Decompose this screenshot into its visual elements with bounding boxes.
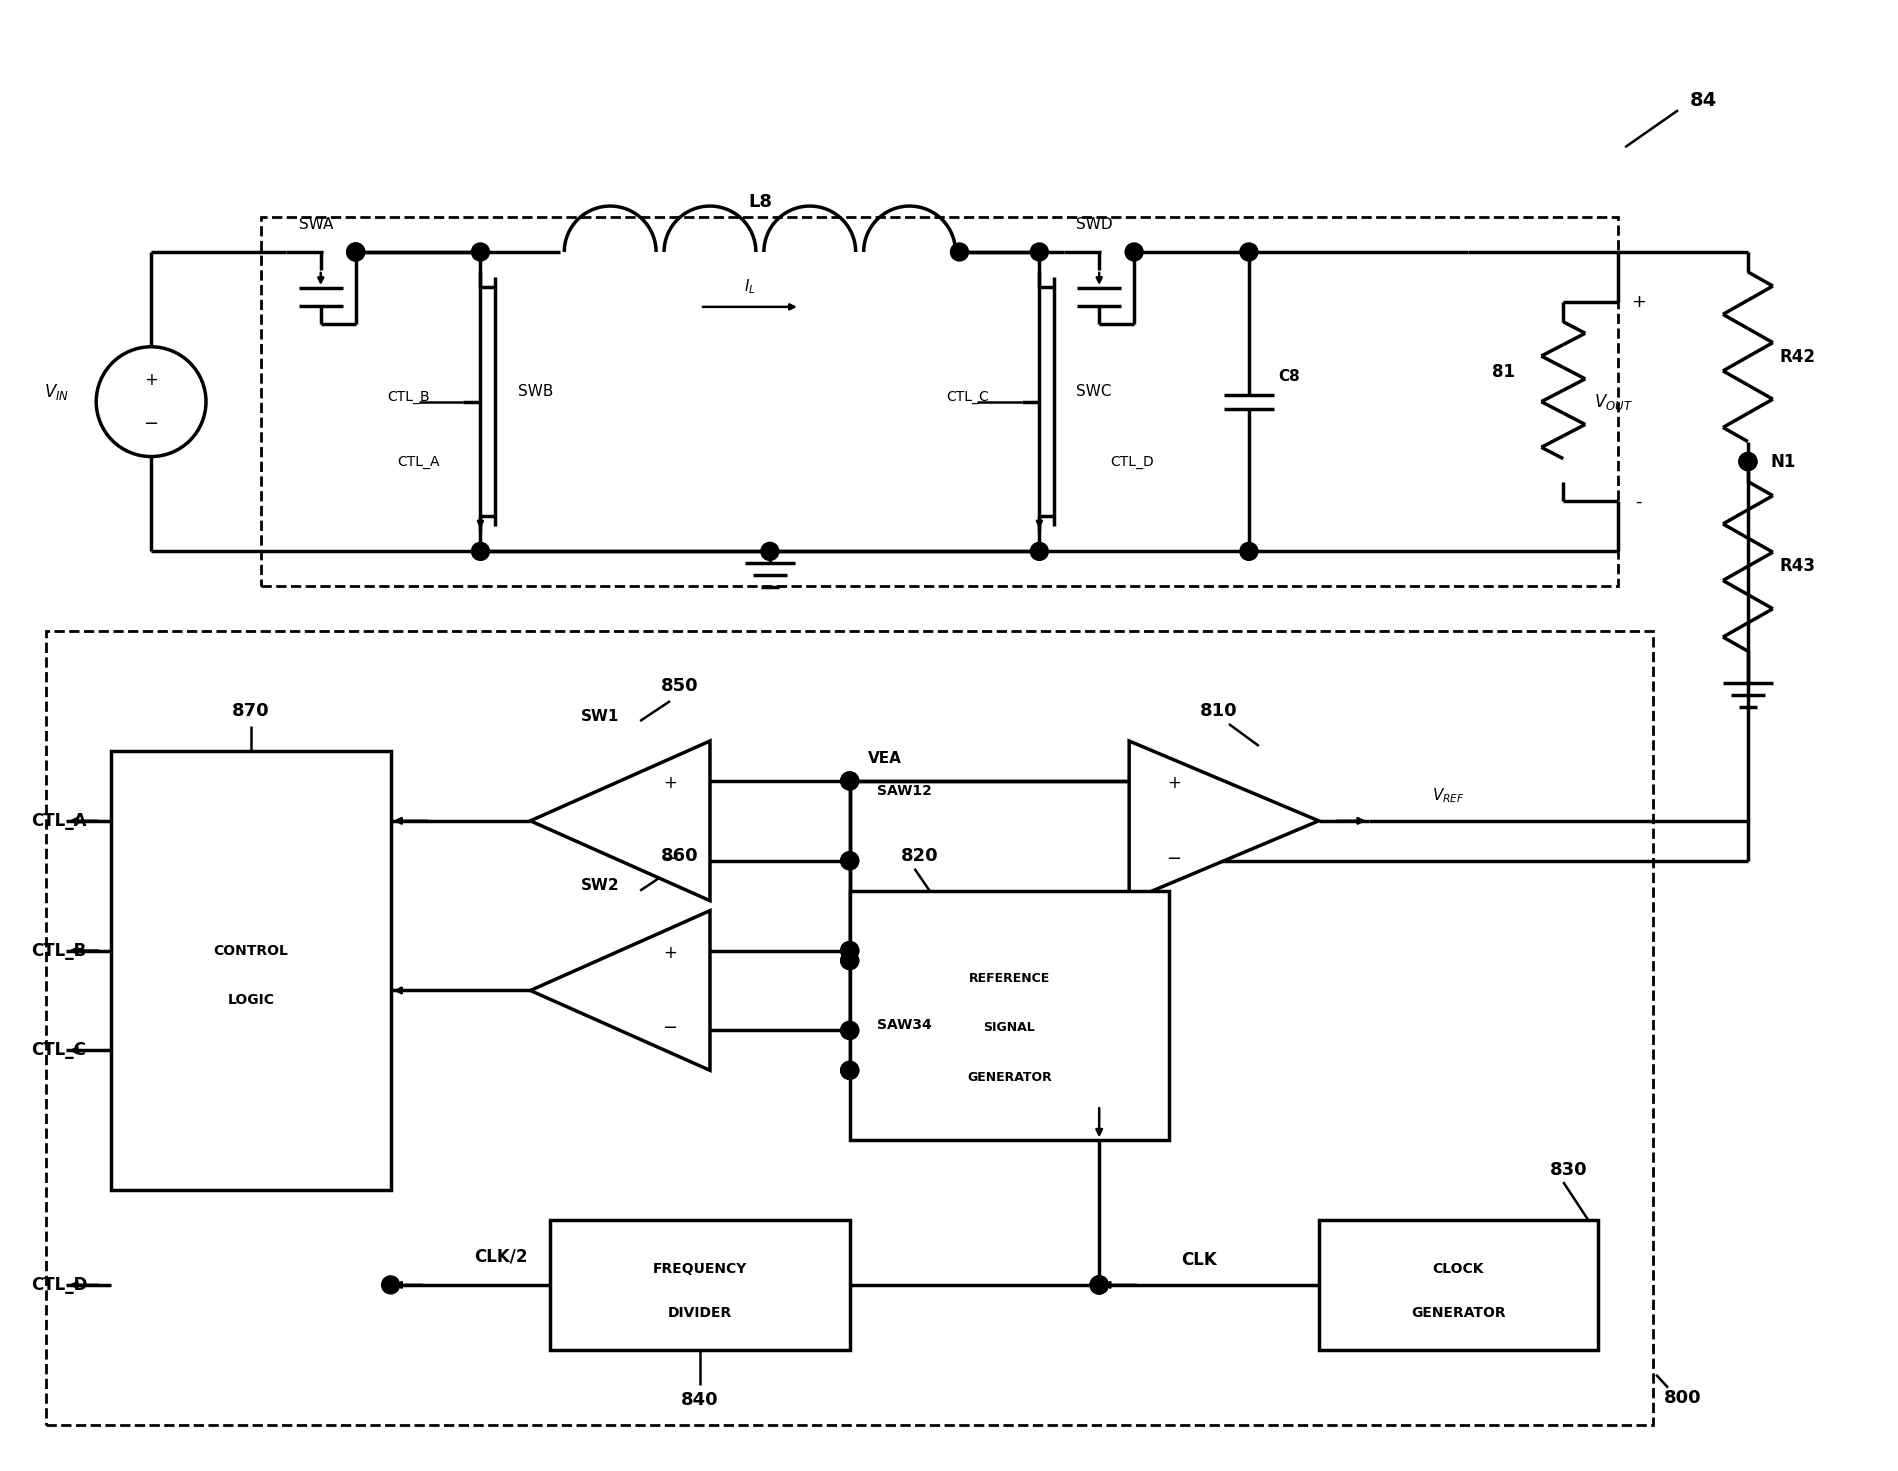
Circle shape: [471, 243, 490, 260]
Text: 830: 830: [1549, 1161, 1587, 1180]
Text: $I_L$: $I_L$: [744, 278, 755, 296]
Text: L8: L8: [748, 193, 771, 210]
Text: −: −: [144, 415, 159, 432]
Circle shape: [1031, 243, 1048, 260]
Circle shape: [841, 772, 858, 790]
Text: GENERATOR: GENERATOR: [966, 1071, 1051, 1084]
Text: CTL_A: CTL_A: [30, 812, 87, 830]
Text: $V_{IN}$: $V_{IN}$: [44, 381, 68, 402]
Circle shape: [951, 243, 968, 260]
Text: CTL_D: CTL_D: [30, 1275, 87, 1294]
Text: +: +: [144, 371, 158, 388]
Circle shape: [1124, 243, 1143, 260]
Text: FREQUENCY: FREQUENCY: [653, 1262, 746, 1277]
Text: CTL_C: CTL_C: [30, 1041, 85, 1059]
Bar: [260, 218, 1617, 587]
Circle shape: [841, 772, 858, 790]
Circle shape: [841, 952, 858, 969]
Text: −: −: [1165, 850, 1181, 868]
Circle shape: [841, 941, 858, 959]
Text: 820: 820: [900, 847, 938, 865]
Text: 84: 84: [1689, 91, 1716, 110]
Polygon shape: [1129, 741, 1317, 900]
Circle shape: [841, 852, 858, 869]
Text: CTL_C: CTL_C: [945, 390, 989, 403]
Circle shape: [761, 543, 778, 560]
Text: CLK/2: CLK/2: [473, 1247, 528, 1267]
Text: SWC: SWC: [1076, 384, 1112, 399]
Text: −: −: [662, 850, 678, 868]
Circle shape: [841, 1021, 858, 1040]
Text: CTL_A: CTL_A: [397, 455, 440, 469]
Text: 870: 870: [232, 702, 270, 719]
Text: +: +: [1167, 774, 1181, 791]
Circle shape: [1739, 453, 1756, 471]
Text: 81: 81: [1492, 363, 1515, 381]
Circle shape: [841, 941, 858, 959]
Circle shape: [1089, 1275, 1108, 1294]
Text: SWD: SWD: [1076, 216, 1112, 231]
Circle shape: [841, 852, 858, 869]
Text: GENERATOR: GENERATOR: [1410, 1306, 1505, 1321]
Text: $V_{REF}$: $V_{REF}$: [1431, 787, 1463, 805]
Text: CLK: CLK: [1181, 1250, 1217, 1269]
Text: −: −: [662, 1019, 678, 1037]
Text: 850: 850: [661, 677, 698, 696]
Bar: [848, 891, 1169, 1140]
Text: N1: N1: [1769, 453, 1796, 471]
Text: C8: C8: [1277, 369, 1298, 384]
Text: SW2: SW2: [581, 878, 619, 893]
Circle shape: [841, 1062, 858, 1080]
Text: 800: 800: [1663, 1389, 1701, 1406]
Text: -: -: [1634, 493, 1640, 510]
Circle shape: [347, 243, 364, 260]
Text: CLOCK: CLOCK: [1431, 1262, 1484, 1277]
Circle shape: [1031, 543, 1048, 560]
Text: CONTROL: CONTROL: [213, 943, 288, 958]
Text: REFERENCE: REFERENCE: [968, 971, 1050, 984]
Bar: [46, 631, 1653, 1424]
Text: SIGNAL: SIGNAL: [983, 1021, 1034, 1034]
Text: CTL_B: CTL_B: [387, 390, 429, 403]
Bar: [550, 1219, 848, 1350]
Text: LOGIC: LOGIC: [228, 993, 273, 1008]
Circle shape: [841, 1021, 858, 1040]
Circle shape: [1089, 1275, 1108, 1294]
Circle shape: [1089, 1275, 1108, 1294]
Text: SAW12: SAW12: [877, 784, 932, 797]
Text: CTL_D: CTL_D: [1110, 455, 1154, 469]
Circle shape: [381, 1275, 399, 1294]
Text: CTL_B: CTL_B: [30, 941, 87, 959]
Text: R42: R42: [1778, 347, 1814, 366]
Circle shape: [1239, 543, 1256, 560]
Text: VEA: VEA: [867, 752, 902, 766]
Text: 840: 840: [681, 1390, 719, 1409]
Text: DIVIDER: DIVIDER: [668, 1306, 733, 1321]
Text: +: +: [662, 943, 678, 962]
Circle shape: [841, 1062, 858, 1080]
Text: $V_{OUT}$: $V_{OUT}$: [1592, 391, 1632, 412]
Circle shape: [347, 243, 364, 260]
Circle shape: [471, 543, 490, 560]
Text: SAW34: SAW34: [877, 1018, 932, 1033]
Text: 860: 860: [661, 847, 698, 865]
Bar: [112, 752, 391, 1190]
Circle shape: [1239, 243, 1256, 260]
Text: SWA: SWA: [298, 216, 332, 231]
Text: SWB: SWB: [518, 384, 552, 399]
Circle shape: [841, 952, 858, 969]
Bar: [1317, 1219, 1598, 1350]
Polygon shape: [530, 911, 710, 1071]
Text: SW1: SW1: [581, 709, 619, 724]
Text: 810: 810: [1200, 702, 1237, 719]
Text: +: +: [662, 774, 678, 791]
Text: R43: R43: [1778, 558, 1814, 575]
Polygon shape: [530, 741, 710, 900]
Text: +: +: [1630, 293, 1646, 310]
Circle shape: [1739, 453, 1756, 471]
